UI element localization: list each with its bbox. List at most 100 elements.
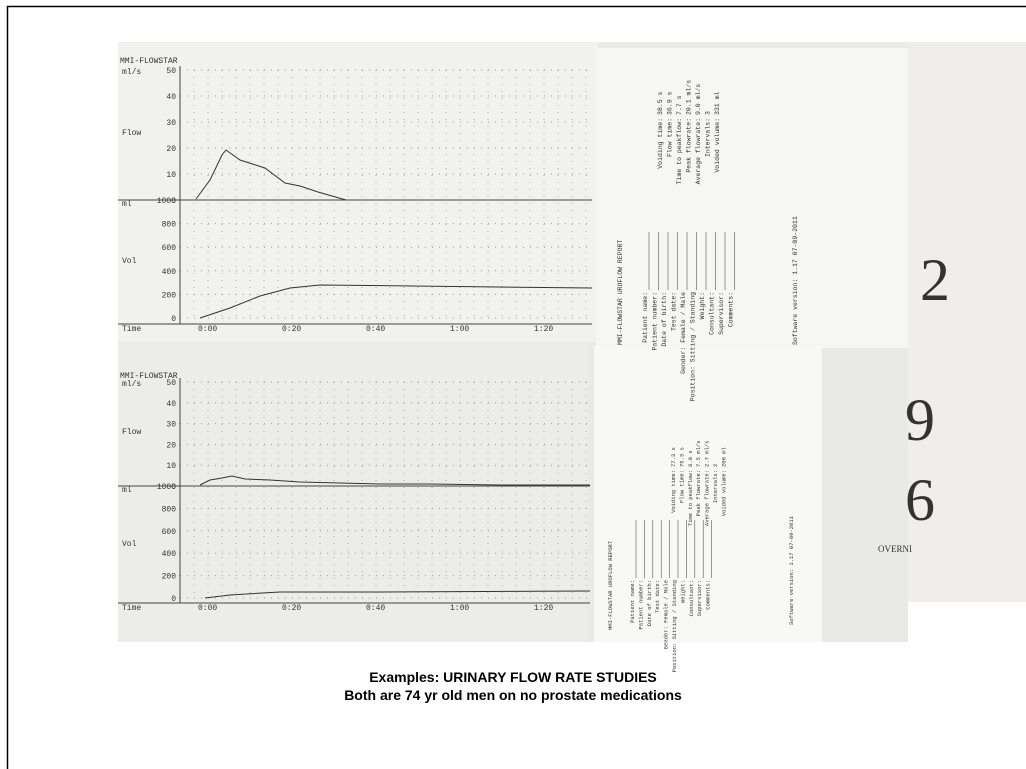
- flow-curve: [199, 475, 590, 486]
- result-label: Intervals:: [705, 118, 712, 157]
- result-value: 206 ml: [720, 447, 727, 467]
- result-value: 9.0 ml/s: [695, 84, 702, 115]
- report-field: Supervisor:: [718, 292, 725, 335]
- result-label: Voided volume:: [714, 118, 721, 173]
- result-label: Flow time:: [678, 470, 685, 503]
- flow-curve: [195, 149, 347, 201]
- result-label: Time to peakflow:: [687, 470, 694, 526]
- background-mark: 6: [905, 467, 935, 533]
- report-field: Position: Sitting / Standing: [671, 580, 678, 672]
- wall: [908, 42, 1026, 602]
- report-field: Weight:: [679, 580, 686, 603]
- tick-label: 50: [166, 67, 176, 76]
- software-version: Software version: 1.17 07-09-2011: [792, 216, 799, 345]
- axis-label: Time: [122, 604, 141, 613]
- report-field: Comments:: [728, 292, 735, 327]
- printout: MMI-FLOWSTARml/sFlowmlVolTime50403020100…: [118, 372, 795, 672]
- tick-label: 0: [171, 595, 176, 604]
- axis-label: Vol: [122, 257, 137, 266]
- report-field: Weight:: [699, 292, 706, 319]
- tick-label: 0:40: [366, 325, 385, 334]
- tick-label: 400: [162, 268, 177, 277]
- tick-label: 30: [166, 421, 176, 430]
- result-value: 7.5 ml/s: [695, 441, 702, 467]
- photo: [118, 42, 1026, 642]
- axis-unit: ml: [122, 486, 132, 495]
- tick-label: 1000: [157, 197, 176, 206]
- result-value: 3: [705, 111, 712, 115]
- report-paper: [596, 48, 908, 348]
- result-label: Average flowrate:: [704, 470, 711, 526]
- printout-header: MMI-FLOWSTAR: [120, 372, 178, 381]
- report-title: MMI-FLOWSTAR UROFLOW REPORT: [617, 240, 624, 345]
- software-version: Software version: 1.17 07-09-2011: [788, 515, 795, 625]
- report-field: Patient name:: [629, 580, 636, 623]
- caption-line: Examples: URINARY FLOW RATE STUDIES: [369, 669, 657, 685]
- tick-label: 40: [166, 93, 176, 102]
- paper: [118, 344, 588, 642]
- tick-label: 600: [162, 528, 177, 537]
- tick-label: 10: [166, 462, 176, 471]
- result-label: Average flowrate:: [695, 118, 702, 184]
- background-mark: 2: [920, 247, 950, 313]
- report-field: Supervisor:: [696, 580, 703, 616]
- report-field: Patient number:: [637, 580, 644, 630]
- axis-label: Flow: [122, 129, 141, 138]
- result-value: 2.7 ml/s: [704, 441, 711, 467]
- report-paper: [594, 346, 822, 642]
- tick-label: 0:20: [282, 325, 301, 334]
- volume-curve: [204, 590, 591, 599]
- volume-curve: [199, 284, 593, 319]
- result-value: 2: [712, 464, 719, 467]
- result-value: 75.3 s: [678, 447, 685, 467]
- tick-label: 400: [162, 550, 177, 559]
- report-field: Test date:: [654, 580, 661, 613]
- tick-label: 200: [162, 573, 177, 582]
- background-mark: OVERNI: [878, 544, 912, 554]
- report-field: Consultant:: [709, 292, 716, 335]
- result-label: Flow time:: [667, 118, 674, 157]
- tick-label: 0:40: [366, 604, 385, 613]
- tick-label: 1:00: [450, 604, 469, 613]
- tick-label: 1:20: [534, 325, 553, 334]
- axis-unit: ml/s: [122, 68, 141, 77]
- tick-label: 600: [162, 244, 177, 253]
- tick-label: 1000: [157, 483, 176, 492]
- report-field: Gender: Female / Male: [680, 292, 687, 374]
- printout: MMI-FLOWSTARml/sFlowmlVolTime50403020100…: [118, 57, 799, 401]
- background-mark: 9: [905, 387, 935, 453]
- tick-label: 40: [166, 400, 176, 409]
- axis-label: Time: [122, 325, 141, 334]
- result-label: Voided volume:: [720, 470, 727, 516]
- axis-unit: ml/s: [122, 380, 141, 389]
- tick-label: 800: [162, 221, 177, 230]
- result-value: 8.0 s: [687, 450, 694, 467]
- tick-label: 200: [162, 291, 177, 300]
- result-label: Intervals:: [712, 470, 719, 503]
- result-value: 331 ml: [714, 91, 721, 115]
- axis-label: Flow: [122, 428, 141, 437]
- report-field: Consultant:: [688, 580, 695, 616]
- tick-label: 50: [166, 379, 176, 388]
- tick-label: 0: [171, 483, 176, 492]
- paper: [118, 42, 598, 342]
- axis-label: Vol: [122, 540, 137, 549]
- tick-label: 20: [166, 441, 176, 450]
- caption-line: Both are 74 yr old men on no prostate me…: [344, 687, 682, 703]
- report-field: Test date:: [671, 292, 678, 331]
- report-field: Gender: Female / Male: [663, 580, 670, 649]
- axis-unit: ml: [122, 200, 132, 209]
- result-label: Voiding time:: [670, 470, 677, 513]
- result-value: 38.5 s: [657, 91, 664, 115]
- tick-label: 1:00: [450, 325, 469, 334]
- result-value: 7.7 s: [676, 95, 683, 115]
- report-field: Comments:: [705, 580, 712, 610]
- report-field: Date of birth:: [661, 292, 668, 347]
- tick-label: 30: [166, 119, 176, 128]
- result-label: Time to peakflow:: [676, 118, 683, 184]
- tick-label: 0:20: [282, 604, 301, 613]
- tick-label: 0: [171, 197, 176, 206]
- tick-label: 0:00: [198, 604, 217, 613]
- report-field: Position: Sitting / Standing: [690, 292, 697, 401]
